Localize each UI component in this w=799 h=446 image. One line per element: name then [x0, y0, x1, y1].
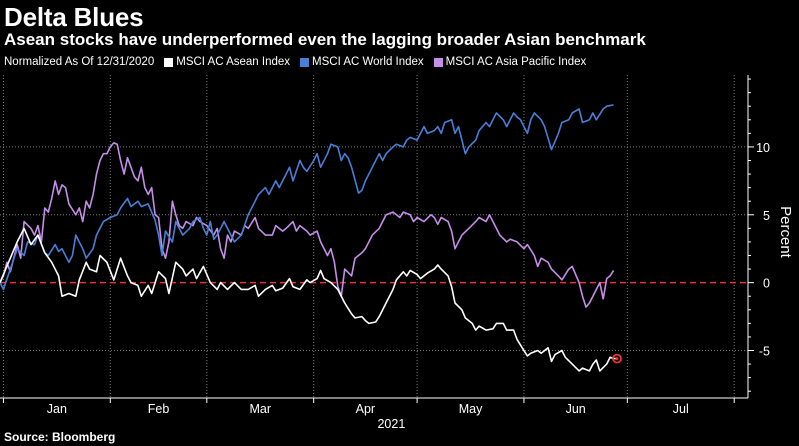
series-line-asean	[0, 227, 617, 372]
legend-label-world: MSCI AC World Index	[312, 56, 424, 68]
grid	[0, 75, 748, 398]
y-axis-label: Percent	[777, 206, 794, 259]
legend-label-asia-pacific: MSCI AC Asia Pacific Index	[445, 56, 587, 68]
x-tick-label: Mar	[249, 402, 271, 416]
series-line-asia-pacific	[0, 142, 615, 308]
legend-note: Normalized As Of 12/31/2020	[4, 56, 155, 68]
series-lines	[0, 104, 622, 372]
legend-item-asean: MSCI AC Asean Index	[164, 56, 290, 68]
y-tick-label: 0	[763, 277, 770, 291]
x-tick-label: Apr	[356, 402, 375, 416]
chart-subtitle: Asean stocks have underperformed even th…	[4, 30, 646, 49]
asean-end-marker-dot	[615, 357, 619, 361]
x-tick-label: Jul	[673, 402, 689, 416]
x-tick-label: Feb	[148, 402, 170, 416]
chart-title: Delta Blues	[4, 2, 144, 32]
series-line-world	[0, 104, 614, 291]
y-tick-label: 10	[756, 141, 770, 155]
legend: Normalized As Of 12/31/2020 MSCI AC Asea…	[4, 56, 586, 68]
legend-swatch-asia-pacific	[433, 57, 443, 67]
asean-end-marker	[612, 353, 622, 364]
y-tick-label: 5	[763, 209, 770, 223]
x-tick-label: Jun	[566, 402, 586, 416]
legend-label-asean: MSCI AC Asean Index	[176, 56, 291, 68]
axes: -5 0 5 10 Jan Feb Mar Apr May Jun Jul	[0, 75, 770, 416]
source-note: Source: Bloomberg	[4, 430, 116, 444]
x-axis-year-label: 2021	[377, 417, 405, 431]
legend-item-world: MSCI AC World Index	[300, 56, 424, 68]
legend-swatch-asean	[164, 57, 174, 67]
x-tick-label: May	[459, 402, 483, 416]
y-tick-label: -5	[759, 345, 770, 359]
legend-item-asia-pacific: MSCI AC Asia Pacific Index	[433, 56, 587, 68]
x-tick-label: Jan	[47, 402, 67, 416]
legend-swatch-world	[300, 57, 310, 67]
